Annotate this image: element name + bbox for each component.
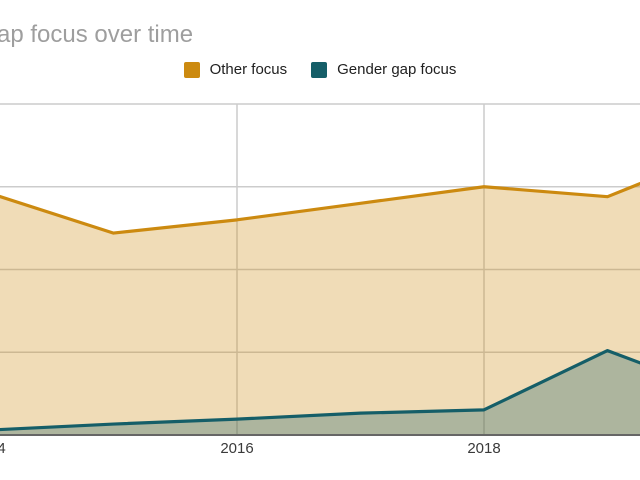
other-focus-area bbox=[0, 183, 640, 435]
chart-title: ap focus over time bbox=[0, 21, 194, 48]
x-tick-label: 2014 bbox=[0, 440, 6, 457]
gender-gap-focus-swatch-icon bbox=[311, 62, 328, 78]
legend: Other focus Gender gap focus bbox=[0, 62, 640, 78]
other-focus-swatch-icon bbox=[183, 62, 200, 78]
legend-label-gender-gap-focus: Gender gap focus bbox=[337, 61, 457, 78]
other-focus-line bbox=[0, 181, 640, 235]
gender-gap-focus-line bbox=[0, 348, 640, 432]
legend-label-other-focus: Other focus bbox=[209, 61, 288, 78]
x-tick-label: 2016 bbox=[220, 440, 253, 457]
legend-item-gender-gap-focus[interactable]: Gender gap focus bbox=[311, 62, 456, 78]
x-tick-label: 2018 bbox=[467, 440, 500, 457]
legend-item-other-focus[interactable]: Other focus bbox=[183, 61, 288, 78]
gender-gap-focus-area bbox=[0, 350, 640, 435]
